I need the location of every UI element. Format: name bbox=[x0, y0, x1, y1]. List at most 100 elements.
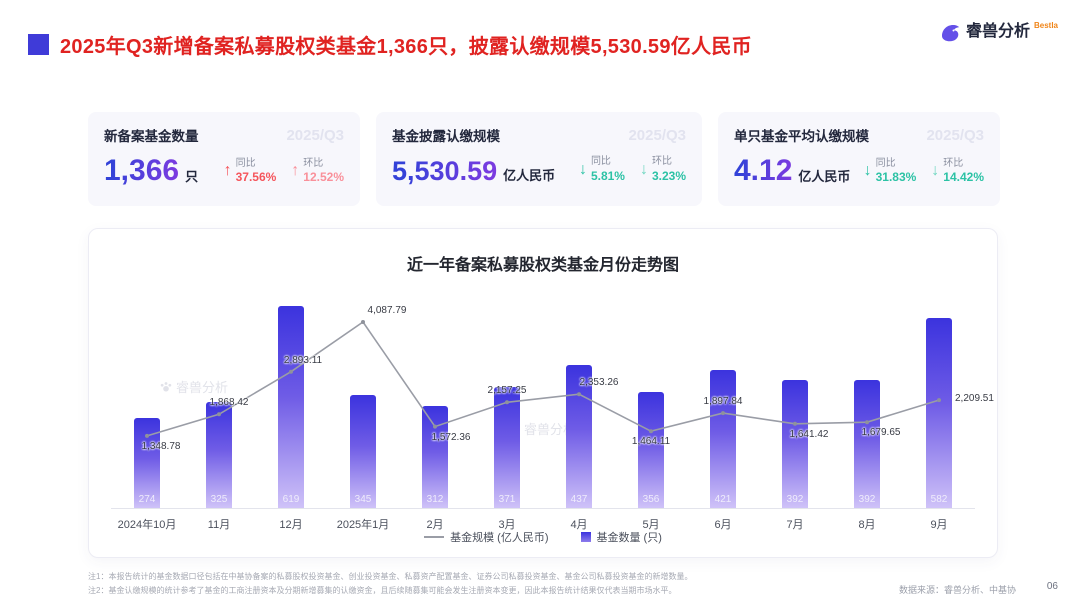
bar-value-label: 312 bbox=[426, 494, 444, 505]
brand-name: 睿兽分析 bbox=[965, 23, 1030, 40]
line-value-label: 1,679.65 bbox=[861, 427, 901, 439]
mom-value: 12.52% bbox=[303, 170, 344, 184]
bar-value-label: 421 bbox=[714, 494, 732, 505]
line-value-label: 1,868.42 bbox=[209, 397, 249, 409]
stat-unit: 亿人民币 bbox=[503, 167, 556, 183]
bar: 325 bbox=[206, 401, 232, 508]
stat-card-average-scale: 单只基金平均认缴规模 2025/Q3 4.12 亿人民币 ↓ 同比 31.83%… bbox=[718, 112, 1000, 206]
x-axis-label: 8月 bbox=[858, 519, 876, 531]
bar-value-label: 582 bbox=[930, 494, 948, 505]
stat-deltas: ↓ 同比 31.83% ↓ 环比 14.42% bbox=[864, 158, 984, 187]
brand-subname: Bestla bbox=[1033, 21, 1058, 30]
x-axis-label: 5月 bbox=[642, 519, 660, 531]
stat-label: 单只基金平均认缴规模 bbox=[734, 129, 869, 144]
x-axis-label: 4月 bbox=[570, 519, 588, 531]
bar-legend-marker bbox=[580, 532, 591, 542]
mom-delta: ↑ 环比 12.52% bbox=[291, 158, 344, 186]
bar: 392 bbox=[782, 379, 808, 508]
bar-value-label: 325 bbox=[210, 494, 228, 505]
x-axis-label: 7月 bbox=[786, 519, 804, 531]
stat-deltas: ↓ 同比 5.81% ↓ 环比 3.23% bbox=[579, 156, 686, 185]
yoy-label: 同比 bbox=[235, 157, 256, 169]
stat-period: 2025/Q3 bbox=[926, 126, 984, 144]
yoy-delta: ↓ 同比 5.81% bbox=[579, 156, 625, 184]
stat-unit: 只 bbox=[185, 169, 199, 184]
stat-cards-row: 新备案基金数量 2025/Q3 1,366 只 ↑ 同比 37.56% ↑ bbox=[88, 112, 1000, 206]
bestla-logo-icon bbox=[941, 25, 960, 42]
bar: 582 bbox=[926, 317, 952, 508]
line-value-label: 2,157.25 bbox=[487, 385, 527, 397]
trend-arrow-icon: ↑ bbox=[223, 162, 232, 180]
bar-value-label: 274 bbox=[138, 494, 156, 505]
x-axis-label: 11月 bbox=[207, 519, 231, 531]
mom-label: 环比 bbox=[303, 157, 324, 169]
line-value-label: 4,087.79 bbox=[367, 305, 407, 316]
bar: 619 bbox=[278, 305, 304, 508]
bar: 392 bbox=[854, 379, 880, 508]
yoy-value: 31.83% bbox=[875, 170, 917, 184]
bar-value-label: 437 bbox=[570, 494, 588, 505]
legend-item-count: 基金数量 (只) bbox=[580, 529, 662, 545]
line-value-label: 1,464.11 bbox=[631, 436, 671, 448]
bar-value-label: 619 bbox=[282, 494, 300, 505]
trend-arrow-icon: ↓ bbox=[931, 162, 940, 180]
chart-panel: 近一年备案私募股权类基金月份走势图 睿兽分析 睿兽分析 274 325 619 345… bbox=[88, 228, 998, 558]
yoy-delta: ↓ 同比 31.83% bbox=[864, 158, 917, 186]
x-axis-label: 6月 bbox=[714, 519, 732, 531]
trend-line bbox=[145, 320, 941, 438]
plot-area: 274 325 619 345 312 371 437 356 421 392 392 582 1,34… bbox=[111, 289, 994, 509]
yoy-value: 37.56% bbox=[235, 170, 277, 184]
bar-value-label: 392 bbox=[786, 494, 804, 505]
bar: 421 bbox=[710, 370, 736, 508]
x-axis-label: 2月 bbox=[426, 519, 444, 531]
bar-value-label: 356 bbox=[642, 494, 660, 505]
bar-value-label: 345 bbox=[354, 494, 372, 505]
chart-legend: 基金规模 (亿人民币) 基金数量 (只) bbox=[89, 529, 997, 545]
stat-unit: 亿人民币 bbox=[798, 169, 851, 184]
x-axis-labels: 2024年10月 11月 12月 2025年1月 2月 3月 4月 5月 6月 7月 8月 9月 bbox=[111, 516, 975, 532]
yoy-label: 同比 bbox=[590, 156, 611, 167]
legend-item-scale: 基金规模 (亿人民币) bbox=[424, 529, 549, 545]
bar: 437 bbox=[566, 365, 592, 508]
trend-arrow-icon: ↑ bbox=[291, 162, 300, 180]
legend-label: 基金规模 (亿人民币) bbox=[450, 532, 549, 544]
bar-value-label: 371 bbox=[498, 494, 516, 505]
stat-value: 1,366 bbox=[104, 154, 180, 187]
line-value-label: 2,893.11 bbox=[283, 354, 323, 366]
x-axis-label: 12月 bbox=[279, 519, 303, 531]
line-value-label: 1,348.78 bbox=[141, 440, 181, 452]
watermark-text: 睿兽分析 bbox=[524, 422, 577, 437]
paw-icon bbox=[160, 381, 172, 392]
stat-label: 新备案基金数量 bbox=[104, 129, 199, 144]
x-axis-line bbox=[111, 508, 975, 509]
bar: 345 bbox=[350, 395, 376, 508]
x-axis-label: 2024年10月 bbox=[117, 519, 177, 531]
trend-arrow-icon: ↓ bbox=[578, 160, 587, 178]
title-accent-square bbox=[28, 34, 49, 55]
line-value-label: 1,897.84 bbox=[703, 396, 743, 408]
stat-period: 2025/Q3 bbox=[286, 126, 344, 144]
footnotes: 注1：本报告统计的基金数据口径包括在中基协备案的私募股权投资基金、创业投资基金、… bbox=[88, 570, 848, 597]
mom-delta: ↓ 环比 14.42% bbox=[931, 158, 984, 186]
x-axis-label: 3月 bbox=[498, 519, 516, 531]
watermark-text: 睿兽分析 bbox=[176, 380, 229, 395]
stat-deltas: ↑ 同比 37.56% ↑ 环比 12.52% bbox=[224, 158, 344, 187]
x-axis-label: 9月 bbox=[930, 519, 948, 531]
x-axis-label: 2025年1月 bbox=[336, 519, 390, 531]
mom-delta: ↓ 环比 3.23% bbox=[640, 156, 686, 184]
bar-value-label: 392 bbox=[858, 494, 876, 505]
page-number: 06 bbox=[1046, 581, 1058, 592]
stat-period: 2025/Q3 bbox=[628, 126, 686, 144]
legend-label: 基金数量 (只) bbox=[596, 532, 662, 544]
mom-label: 环比 bbox=[651, 156, 672, 167]
line-value-label: 2,353.26 bbox=[579, 377, 619, 389]
bar: 356 bbox=[638, 391, 664, 508]
yoy-label: 同比 bbox=[875, 157, 896, 169]
line-value-label: 1,641.42 bbox=[789, 428, 829, 440]
line-value-label: 2,209.51 bbox=[955, 393, 994, 405]
stat-value: 5,530.59 bbox=[392, 155, 498, 186]
mom-label: 环比 bbox=[943, 157, 964, 169]
stat-card-fund-count: 新备案基金数量 2025/Q3 1,366 只 ↑ 同比 37.56% ↑ bbox=[88, 112, 360, 206]
yoy-delta: ↑ 同比 37.56% bbox=[224, 158, 277, 186]
footnote-2: 注2：基金认缴规模的统计参考了基金的工商注册资本及分期新增募集的认缴资金，且后续… bbox=[88, 585, 677, 595]
